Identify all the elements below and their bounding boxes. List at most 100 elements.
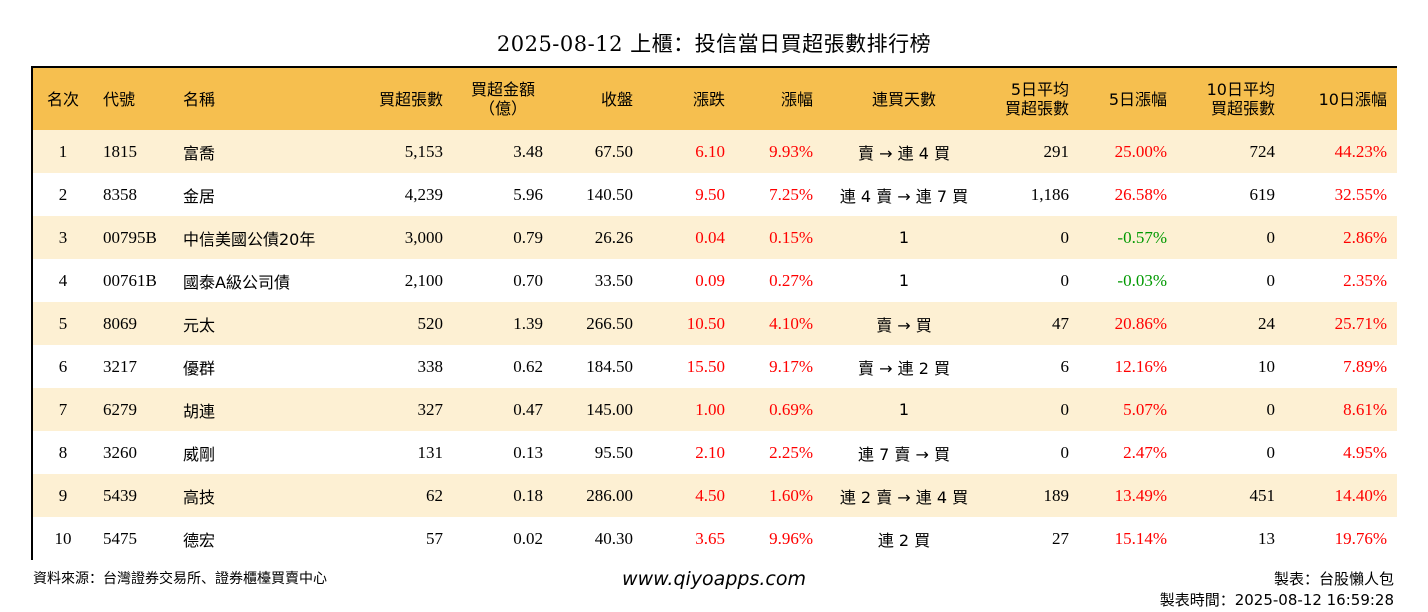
cell-avg10: 724 — [1249, 141, 1276, 161]
cell-name: 金居 — [183, 186, 216, 206]
cell-buy-amount: 5.96 — [513, 184, 543, 204]
cell-pct5: -0.57% — [1117, 227, 1167, 247]
header-close: 收盤 — [600, 89, 633, 109]
cell-pct: 9.96% — [769, 528, 813, 548]
cell-close: 67.50 — [594, 141, 633, 161]
cell-streak: 賣 → 連 2 買 — [858, 358, 950, 378]
cell-buy-amount: 0.13 — [513, 442, 543, 462]
cell-avg10: 0 — [1266, 442, 1276, 462]
data-source-note: 資料來源：台灣證券交易所、證券櫃檯買賣中心 — [33, 571, 327, 587]
cell-pct5: 25.00% — [1114, 141, 1167, 161]
cell-name: 中信美國公債20年 — [183, 229, 316, 249]
cell-code: 00761B — [103, 270, 157, 290]
cell-avg5: 189 — [1043, 485, 1070, 505]
header-avg5-line1: 5日平均 — [1010, 80, 1069, 99]
cell-streak: 賣 → 買 — [876, 315, 932, 335]
cell-change: 6.10 — [695, 141, 725, 161]
timestamp-note: 製表時間：2025-08-12 16:59:28 — [1159, 591, 1394, 609]
header-pct10: 10日漲幅 — [1318, 89, 1387, 109]
cell-streak: 1 — [898, 228, 910, 247]
cell-change: 9.50 — [695, 184, 725, 204]
cell-name: 德宏 — [183, 530, 216, 550]
cell-pct10: 7.89% — [1343, 356, 1387, 376]
cell-avg10: 13 — [1258, 528, 1275, 548]
cell-buy-lots: 3,000 — [404, 227, 443, 247]
cell-buy-amount: 0.18 — [513, 485, 543, 505]
cell-close: 145.00 — [586, 399, 633, 419]
cell-code: 3260 — [103, 442, 137, 462]
cell-avg5: 27 — [1052, 528, 1069, 548]
cell-change: 10.50 — [686, 313, 725, 333]
cell-code: 00795B — [103, 227, 157, 247]
cell-close: 95.50 — [594, 442, 633, 462]
maker-note: 製表：台股懶人包 — [1273, 570, 1394, 588]
cell-avg10: 0 — [1266, 227, 1276, 247]
cell-buy-lots: 57 — [426, 528, 443, 548]
table-row: 5 8069 元太 520 1.39 266.50 10.50 4.10% 賣 → 買 47 20.… — [33, 302, 1397, 345]
cell-code: 8358 — [103, 184, 137, 204]
ranking-table-container: 名次 代號 名稱 買超張數 買超金額 （億） 收盤 漲跌 漲幅 連買天數 5日平… — [31, 66, 1397, 560]
cell-pct10: 32.55% — [1334, 184, 1387, 204]
cell-buy-amount: 0.79 — [513, 227, 543, 247]
cell-pct5: -0.03% — [1117, 270, 1167, 290]
header-streak: 連買天數 — [871, 89, 936, 109]
cell-close: 266.50 — [586, 313, 633, 333]
header-pct5: 5日漲幅 — [1108, 89, 1167, 109]
header-pct: 漲幅 — [780, 89, 813, 109]
cell-buy-lots: 338 — [417, 356, 444, 376]
cell-avg5: 0 — [1060, 442, 1070, 462]
cell-pct10: 4.95% — [1343, 442, 1387, 462]
cell-close: 33.50 — [594, 270, 633, 290]
cell-close: 26.26 — [594, 227, 633, 247]
cell-buy-amount: 0.70 — [513, 270, 543, 290]
header-change: 漲跌 — [692, 89, 725, 109]
cell-change: 3.65 — [695, 528, 725, 548]
cell-code: 5439 — [103, 485, 137, 505]
cell-buy-lots: 131 — [417, 442, 444, 462]
cell-pct5: 12.16% — [1114, 356, 1167, 376]
cell-avg10: 451 — [1249, 485, 1276, 505]
header-avg10-line2: 買超張數 — [1210, 99, 1275, 118]
cell-rank: 8 — [58, 442, 68, 462]
header-avg5: 5日平均 買超張數 — [985, 68, 1079, 130]
header-avg10: 10日平均 買超張數 — [1177, 68, 1285, 130]
cell-buy-lots: 2,100 — [404, 270, 443, 290]
cell-rank: 1 — [58, 141, 68, 161]
cell-buy-amount: 0.62 — [513, 356, 543, 376]
header-code: 代號 — [103, 89, 136, 109]
cell-pct10: 19.76% — [1334, 528, 1387, 548]
cell-avg5: 0 — [1060, 227, 1070, 247]
cell-name: 優群 — [183, 358, 216, 378]
cell-rank: 2 — [58, 184, 68, 204]
header-buy-amount: 買超金額 （億） — [453, 68, 553, 130]
cell-streak: 1 — [898, 271, 910, 290]
cell-buy-lots: 327 — [417, 399, 444, 419]
table-row: 4 00761B 國泰A級公司債 2,100 0.70 33.50 0.09 0.27% 1 0 -… — [33, 259, 1397, 302]
cell-pct5: 5.07% — [1123, 399, 1167, 419]
cell-code: 6279 — [103, 399, 137, 419]
cell-avg5: 291 — [1043, 141, 1070, 161]
cell-change: 0.04 — [695, 227, 725, 247]
website-link[interactable]: www.qiyoapps.com — [622, 568, 806, 590]
cell-streak: 1 — [898, 400, 910, 419]
cell-name: 元太 — [183, 315, 216, 335]
cell-pct10: 2.86% — [1343, 227, 1387, 247]
cell-buy-lots: 62 — [426, 485, 443, 505]
cell-pct: 2.25% — [769, 442, 813, 462]
cell-streak: 賣 → 連 4 買 — [858, 143, 950, 163]
cell-rank: 5 — [58, 313, 68, 333]
cell-pct5: 13.49% — [1114, 485, 1167, 505]
cell-rank: 6 — [58, 356, 68, 376]
cell-streak: 連 2 買 — [877, 530, 931, 550]
cell-code: 3217 — [103, 356, 137, 376]
cell-pct10: 2.35% — [1343, 270, 1387, 290]
cell-pct10: 14.40% — [1334, 485, 1387, 505]
cell-buy-amount: 0.47 — [513, 399, 543, 419]
table-row: 6 3217 優群 338 0.62 184.50 15.50 9.17% 賣 → 連 2 買 6… — [33, 345, 1397, 388]
cell-streak: 連 7 賣 → 買 — [858, 444, 950, 464]
cell-name: 富喬 — [183, 143, 216, 163]
header-avg10-line1: 10日平均 — [1206, 80, 1275, 99]
cell-pct: 9.17% — [769, 356, 813, 376]
cell-close: 40.30 — [594, 528, 633, 548]
cell-avg10: 24 — [1258, 313, 1275, 333]
